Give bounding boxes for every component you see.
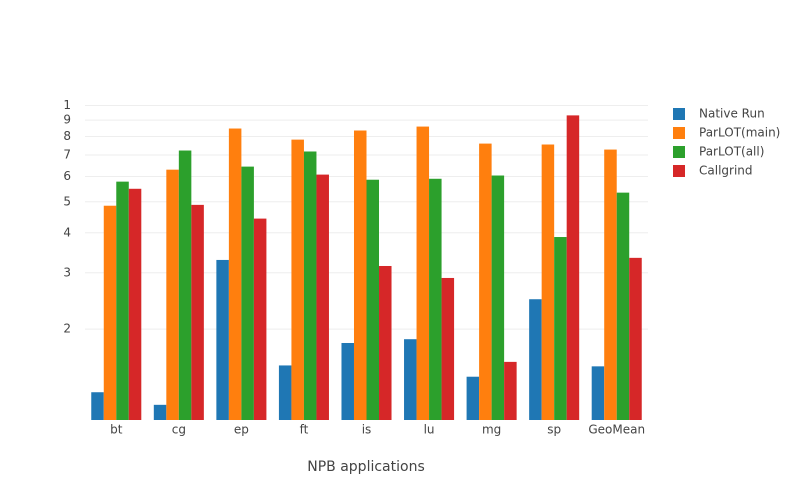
bar: [316, 174, 329, 420]
y-tick-label: 3: [63, 265, 71, 279]
labels: 2 3 4 5 6 7 8 91 bt cg ep ft is lu mg sp GeoMean: [63, 98, 645, 437]
legend-swatch: [673, 165, 685, 177]
bar: [504, 361, 517, 420]
bar: [278, 365, 292, 420]
x-tick-label: ep: [234, 423, 249, 437]
bar: [629, 257, 642, 420]
y-tick-label: 2: [63, 322, 71, 336]
bar: [191, 204, 204, 420]
x-tick-label: is: [362, 423, 372, 437]
x-tick-label: cg: [172, 423, 186, 437]
y-tick-label: 8: [63, 129, 71, 143]
bar: [116, 181, 129, 420]
bar: [216, 259, 229, 420]
legend-label: Native Run: [699, 107, 765, 121]
bar: [178, 150, 192, 420]
legend-swatch: [673, 127, 685, 139]
bar: [379, 265, 392, 420]
bar: [128, 188, 142, 420]
x-tick-label: ft: [300, 423, 309, 437]
bar: [103, 205, 117, 420]
bar: [303, 151, 317, 420]
bar: [166, 169, 179, 420]
x-tick-label: GeoMean: [588, 423, 645, 437]
bar: [353, 130, 367, 421]
bar: [554, 237, 567, 420]
x-tick-label: sp: [547, 423, 561, 437]
bar: [341, 342, 354, 420]
bars: [91, 115, 642, 421]
bar: [153, 404, 167, 420]
bar: [241, 166, 254, 420]
y-tick-label: 4: [63, 225, 71, 239]
bar: [604, 149, 617, 420]
bar: [591, 366, 605, 420]
x-tick-label: bt: [110, 423, 123, 437]
bar: [253, 218, 267, 420]
bar: [228, 128, 242, 420]
bar: [91, 392, 104, 420]
legend: Native Run ParLOT(main) ParLOT(all) Callgri…: [673, 107, 780, 178]
bar: [291, 139, 304, 420]
x-tick-label: lu: [424, 423, 435, 437]
bar: [466, 376, 480, 420]
legend-label: ParLOT(main): [699, 126, 780, 140]
legend-swatch: [673, 146, 685, 158]
y-tick-label: 7: [63, 148, 71, 162]
bar: [366, 179, 380, 420]
bar: [416, 126, 430, 421]
y-tick-label: 6: [63, 169, 71, 183]
bar: [441, 277, 455, 420]
y-tick-label: 1: [63, 98, 71, 112]
bar: [479, 143, 492, 420]
bar: [491, 175, 505, 420]
legend-label: Callgrind: [699, 164, 753, 178]
x-axis-title: NPB applications: [307, 459, 425, 475]
y-tick-label: 5: [63, 194, 71, 208]
legend-swatch: [673, 108, 685, 120]
bar: [616, 192, 630, 420]
x-tick-label: mg: [482, 423, 501, 437]
bar: [566, 115, 580, 420]
bar: [404, 339, 417, 420]
y-tick-label: 9: [63, 113, 71, 127]
bar: [529, 299, 542, 420]
bar: [429, 178, 442, 420]
legend-label: ParLOT(all): [699, 145, 764, 159]
bar: [541, 144, 555, 421]
